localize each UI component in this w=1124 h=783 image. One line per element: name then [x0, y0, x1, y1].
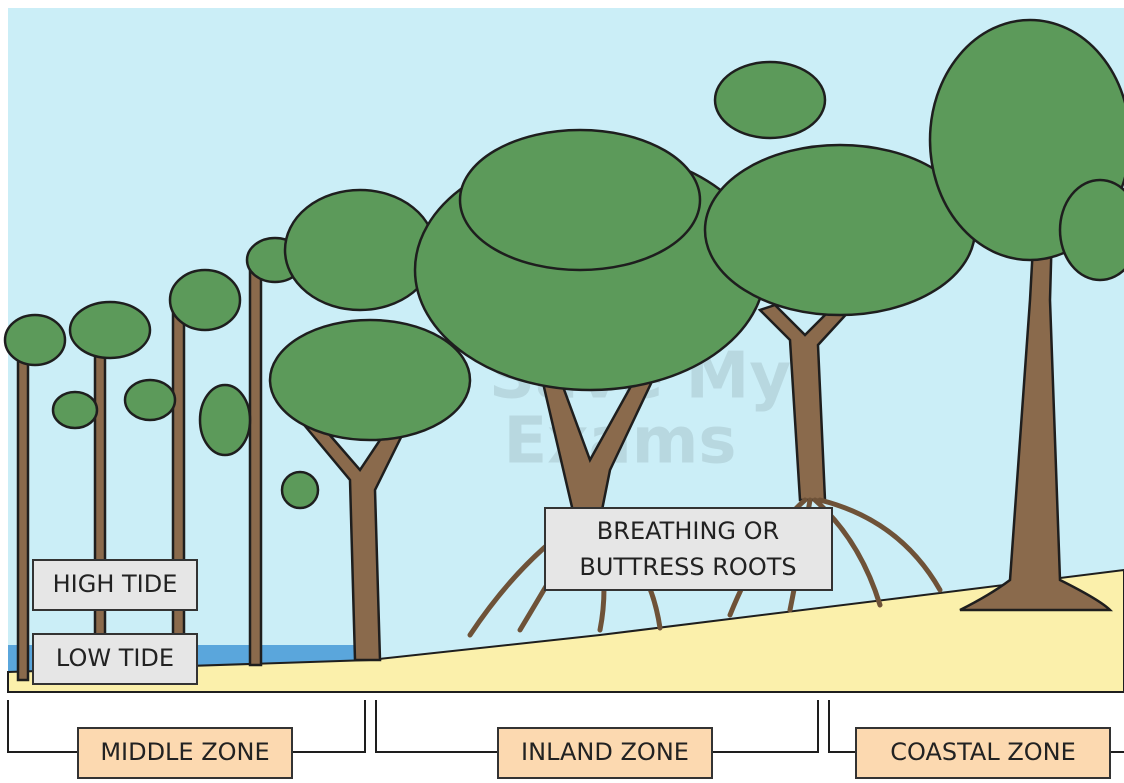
zone-label: INLAND ZONE — [521, 738, 689, 766]
roots-label: BREATHING OR — [597, 517, 779, 545]
zone-label: COASTAL ZONE — [890, 738, 1076, 766]
roots-label: BUTTRESS ROOTS — [579, 553, 796, 581]
high-tide-label: HIGH TIDE — [53, 570, 178, 598]
zones: MIDDLE ZONE INLAND ZONE COASTAL ZONE — [8, 700, 1124, 778]
diagram: Save My Exams HIGH — [0, 0, 1124, 779]
low-tide-label: LOW TIDE — [56, 644, 174, 672]
zone-label: MIDDLE ZONE — [100, 738, 269, 766]
